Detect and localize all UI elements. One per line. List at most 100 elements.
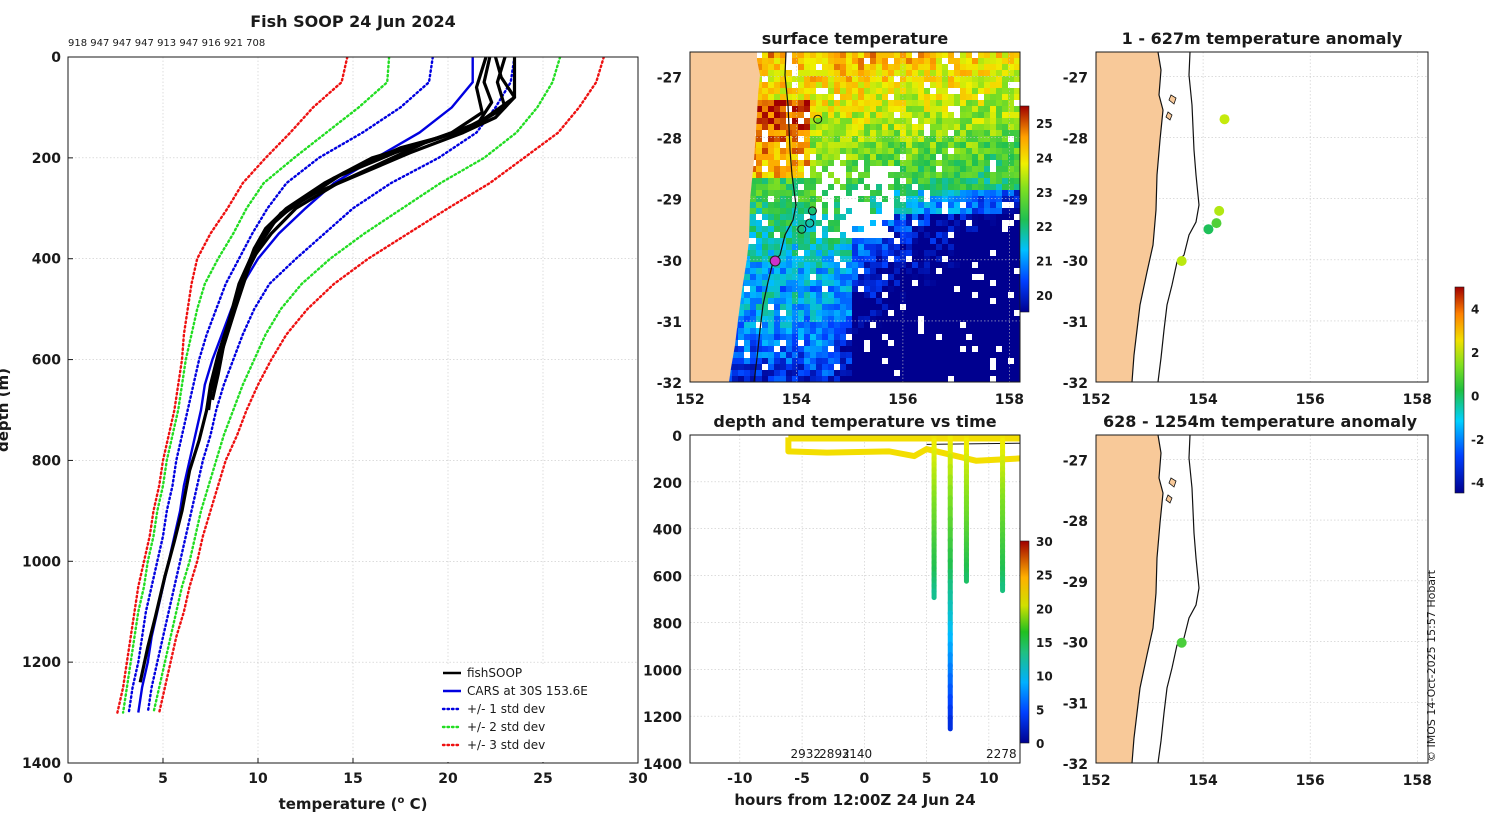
sst-cell (732, 370, 738, 376)
sst-cell (930, 370, 936, 376)
sst-cell (930, 184, 936, 190)
sst-cell (906, 190, 912, 196)
sst-cell (870, 154, 876, 160)
sst-cell (780, 232, 786, 238)
sst-cell (978, 304, 984, 310)
depth-time-ytick-label: 600 (653, 570, 682, 586)
sst-cell (828, 316, 834, 322)
sst-cell (942, 208, 948, 214)
sst-cell (756, 220, 762, 226)
sst-cell (882, 358, 888, 364)
sst-cell (810, 154, 816, 160)
sst-cell (816, 268, 822, 274)
sst-cell (948, 118, 954, 124)
sst-cell (858, 88, 864, 94)
sst-cell (780, 244, 786, 250)
sst-cell (954, 148, 960, 154)
sst-cell (906, 160, 912, 166)
sst-cell (762, 244, 768, 250)
sst-cell (804, 358, 810, 364)
sst-cell (1008, 310, 1014, 316)
sst-cell (978, 190, 984, 196)
sst-cell (852, 172, 858, 178)
sst-cell (960, 268, 966, 274)
sst-cell (840, 364, 846, 370)
sst-cell (936, 268, 942, 274)
sst-cell (990, 196, 996, 202)
sst-cell (966, 88, 972, 94)
sst-cell (990, 268, 996, 274)
sst-cell (978, 364, 984, 370)
sst-cell (1008, 130, 1014, 136)
depth-time-surface-track-line (926, 442, 1020, 445)
sst-cell (780, 256, 786, 262)
sst-cell (852, 94, 858, 100)
sst-cell (762, 136, 768, 142)
sst-cell (978, 64, 984, 70)
sst-cell (774, 376, 780, 382)
sst-cell (774, 340, 780, 346)
sst-cell (828, 88, 834, 94)
sst-cell (924, 232, 930, 238)
sst-cell (912, 274, 918, 280)
sst-cell (756, 370, 762, 376)
sst-cell (972, 304, 978, 310)
sst-cell (918, 178, 924, 184)
sst-cell (792, 76, 798, 82)
sst-cell (858, 238, 864, 244)
sst-cell (912, 52, 918, 58)
sst-cell (954, 88, 960, 94)
sst-cell (864, 346, 870, 352)
sst-cell (810, 256, 816, 262)
sst-cell (834, 376, 840, 382)
sst-cell (846, 118, 852, 124)
sst-cell (918, 310, 924, 316)
sst-cell (834, 298, 840, 304)
sst-cell (804, 136, 810, 142)
anomaly-upper-ytick-label: -30 (1063, 254, 1089, 270)
anomaly-lower-xtick-label: 152 (1081, 773, 1110, 789)
sst-cell (960, 88, 966, 94)
sst-cell (888, 52, 894, 58)
sst-cell (990, 136, 996, 142)
sst-cell (1014, 154, 1020, 160)
sst-cell (834, 238, 840, 244)
sst-cell (966, 304, 972, 310)
sst-cell (780, 352, 786, 358)
sst-cell (798, 52, 804, 58)
sst-cell (906, 100, 912, 106)
sst-cell (906, 178, 912, 184)
sst-cell (942, 136, 948, 142)
sst-cell (810, 160, 816, 166)
sst-cell (792, 250, 798, 256)
sst-cell (972, 136, 978, 142)
sst-cell (1014, 136, 1020, 142)
sst-cell (882, 214, 888, 220)
sst-cell (876, 190, 882, 196)
sst-cell (984, 148, 990, 154)
sst-cell (966, 148, 972, 154)
sst-cell (942, 274, 948, 280)
sst-cell (858, 94, 864, 100)
sst-cell (864, 328, 870, 334)
sst-cell (762, 112, 768, 118)
sst-cell (942, 112, 948, 118)
sst-cell (834, 370, 840, 376)
sst-cell (876, 274, 882, 280)
sst-cell (984, 238, 990, 244)
sst-cell (864, 334, 870, 340)
sst-cell (966, 280, 972, 286)
sst-cell (984, 214, 990, 220)
sst-cell (876, 250, 882, 256)
sst-cell (906, 292, 912, 298)
sst-cell (834, 178, 840, 184)
sst-cell (912, 154, 918, 160)
sst-cell (972, 124, 978, 130)
sst-cell (1014, 262, 1020, 268)
sst-cell (894, 208, 900, 214)
sst-cell (906, 304, 912, 310)
sst-cell (858, 346, 864, 352)
sst-cell (822, 52, 828, 58)
sst-cell (894, 148, 900, 154)
